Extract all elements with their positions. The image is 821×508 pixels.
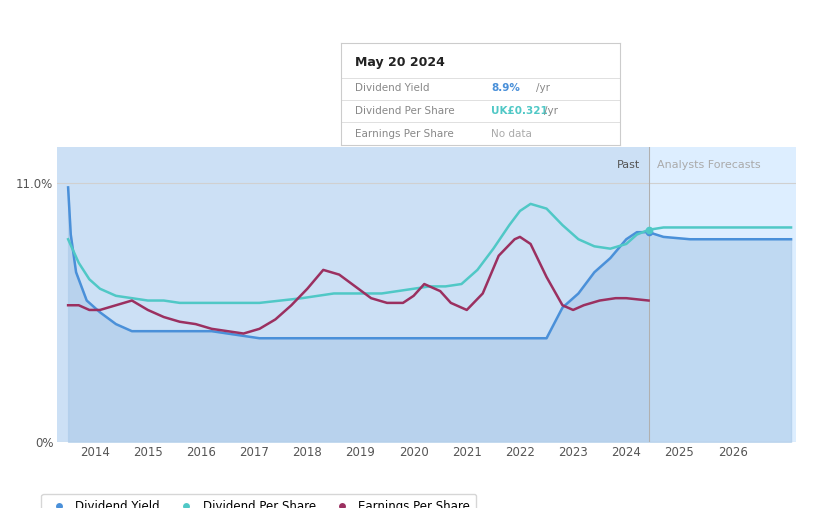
Bar [57,147,649,442]
Text: UK£0.321: UK£0.321 [492,106,548,116]
Text: /yr: /yr [544,106,558,116]
Text: /yr: /yr [536,83,550,93]
Text: Analysts Forecasts: Analysts Forecasts [657,160,760,170]
Legend: Dividend Yield, Dividend Per Share, Earnings Per Share: Dividend Yield, Dividend Per Share, Earn… [41,494,476,508]
Text: May 20 2024: May 20 2024 [355,56,444,70]
Text: Dividend Per Share: Dividend Per Share [355,106,454,116]
Text: No data: No data [492,129,532,139]
Bar [649,147,796,442]
Text: Past: Past [617,160,640,170]
Text: Dividend Yield: Dividend Yield [355,83,429,93]
Text: Earnings Per Share: Earnings Per Share [355,129,453,139]
Text: 8.9%: 8.9% [492,83,521,93]
